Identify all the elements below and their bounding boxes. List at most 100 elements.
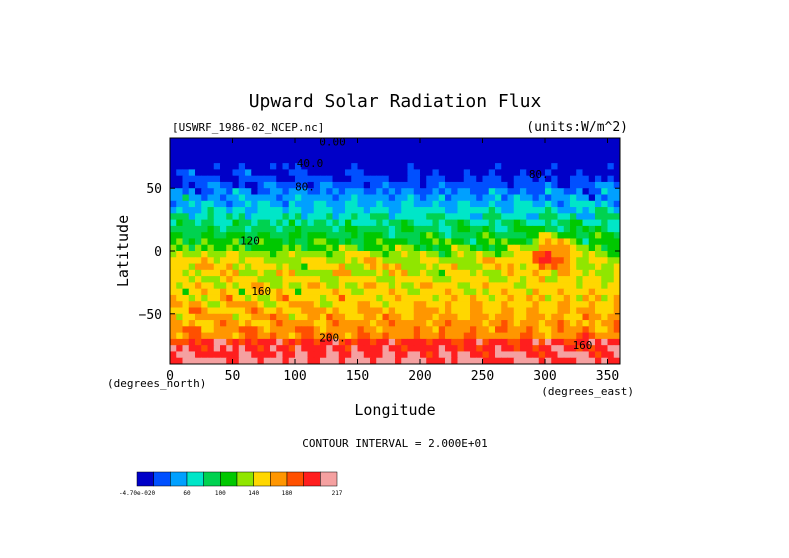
heatmap-cell bbox=[426, 219, 434, 227]
heatmap-cell bbox=[301, 225, 309, 233]
heatmap-cell bbox=[220, 326, 227, 334]
heatmap-cell bbox=[207, 276, 215, 283]
heatmap-cell bbox=[232, 219, 240, 227]
heatmap-cell bbox=[557, 269, 565, 277]
heatmap-cell bbox=[588, 156, 596, 164]
heatmap-cell bbox=[601, 200, 609, 208]
heatmap-cell bbox=[176, 150, 184, 158]
heatmap-cell bbox=[326, 200, 334, 208]
heatmap-cell bbox=[607, 301, 615, 309]
heatmap-cell bbox=[476, 207, 484, 214]
heatmap-cell bbox=[495, 357, 502, 364]
heatmap-cell bbox=[357, 288, 365, 296]
heatmap-cell bbox=[251, 326, 259, 334]
heatmap-cell bbox=[451, 213, 459, 221]
heatmap-cell bbox=[463, 207, 471, 214]
heatmap-cell bbox=[445, 351, 452, 359]
heatmap-cell bbox=[445, 207, 452, 214]
heatmap-cell bbox=[332, 294, 340, 302]
heatmap-cell bbox=[195, 307, 202, 315]
heatmap-cell bbox=[195, 144, 202, 152]
heatmap-cell bbox=[226, 207, 234, 214]
heatmap-cell bbox=[232, 257, 240, 265]
heatmap-cell bbox=[357, 257, 365, 265]
heatmap-cell bbox=[482, 225, 490, 233]
heatmap-cell bbox=[232, 276, 240, 283]
heatmap-cell bbox=[438, 194, 446, 202]
heatmap-cell bbox=[276, 169, 284, 177]
heatmap-cell bbox=[207, 194, 215, 202]
heatmap-cell bbox=[438, 138, 446, 145]
heatmap-cell bbox=[170, 156, 177, 164]
x-tick-label: 50 bbox=[225, 369, 241, 384]
heatmap-cell bbox=[413, 188, 421, 196]
heatmap-cell bbox=[238, 351, 246, 359]
heatmap-cell bbox=[270, 307, 277, 315]
heatmap-cell bbox=[320, 200, 327, 208]
heatmap-cell bbox=[201, 156, 209, 164]
heatmap-cell bbox=[207, 150, 215, 158]
heatmap-cell bbox=[495, 194, 502, 202]
heatmap-cell bbox=[451, 301, 459, 309]
heatmap-cell bbox=[401, 150, 409, 158]
heatmap-cell bbox=[232, 263, 240, 271]
heatmap-cell bbox=[226, 238, 234, 246]
heatmap-cell bbox=[595, 338, 602, 346]
heatmap-cell bbox=[413, 213, 421, 221]
heatmap-cell bbox=[295, 194, 302, 202]
heatmap-cell bbox=[476, 276, 484, 283]
heatmap-cell bbox=[213, 263, 221, 271]
heatmap-cell bbox=[438, 338, 446, 346]
heatmap-cell bbox=[188, 194, 196, 202]
heatmap-cell bbox=[557, 207, 565, 214]
heatmap-cell bbox=[232, 288, 240, 296]
heatmap-cell bbox=[382, 181, 390, 189]
heatmap-cell bbox=[288, 188, 296, 196]
heatmap-cell bbox=[545, 219, 552, 227]
heatmap-cell bbox=[226, 288, 234, 296]
heatmap-cell bbox=[238, 163, 246, 170]
heatmap-cell bbox=[232, 163, 240, 170]
heatmap-cell bbox=[307, 169, 315, 177]
heatmap-cell bbox=[207, 163, 215, 170]
heatmap-cell bbox=[232, 156, 240, 164]
heatmap-cell bbox=[382, 282, 390, 290]
heatmap-cell bbox=[501, 345, 509, 353]
heatmap-cell bbox=[426, 313, 434, 321]
heatmap-cell bbox=[338, 313, 346, 321]
heatmap-cell bbox=[320, 263, 327, 271]
heatmap-cell bbox=[588, 332, 596, 340]
heatmap-cell bbox=[251, 238, 259, 246]
heatmap-cell bbox=[488, 175, 496, 183]
heatmap-cell bbox=[251, 156, 259, 164]
heatmap-cell bbox=[457, 294, 465, 302]
heatmap-cell bbox=[332, 351, 340, 359]
heatmap-cell bbox=[601, 163, 609, 170]
heatmap-cell bbox=[513, 207, 521, 214]
heatmap-cell bbox=[363, 345, 371, 353]
heatmap-cell bbox=[207, 257, 215, 265]
heatmap-cell bbox=[426, 282, 434, 290]
heatmap-cell bbox=[357, 345, 365, 353]
heatmap-cell bbox=[401, 175, 409, 183]
heatmap-cell bbox=[463, 200, 471, 208]
heatmap-cell bbox=[326, 213, 334, 221]
heatmap-cell bbox=[557, 238, 565, 246]
heatmap-cell bbox=[507, 288, 515, 296]
heatmap-cell bbox=[263, 301, 271, 309]
heatmap-cell bbox=[313, 181, 321, 189]
heatmap-cell bbox=[351, 138, 359, 145]
heatmap-cell bbox=[220, 313, 227, 321]
heatmap-cell bbox=[407, 288, 415, 296]
heatmap-cell bbox=[176, 294, 184, 302]
heatmap-cell bbox=[420, 282, 427, 290]
heatmap-cell bbox=[601, 194, 609, 202]
heatmap-cell bbox=[220, 257, 227, 265]
heatmap-cell bbox=[613, 326, 620, 334]
heatmap-cell bbox=[195, 251, 202, 258]
heatmap-cell bbox=[351, 313, 359, 321]
heatmap-cell bbox=[601, 156, 609, 164]
heatmap-cell bbox=[426, 251, 434, 258]
heatmap-cell bbox=[351, 213, 359, 221]
heatmap-cell bbox=[488, 156, 496, 164]
